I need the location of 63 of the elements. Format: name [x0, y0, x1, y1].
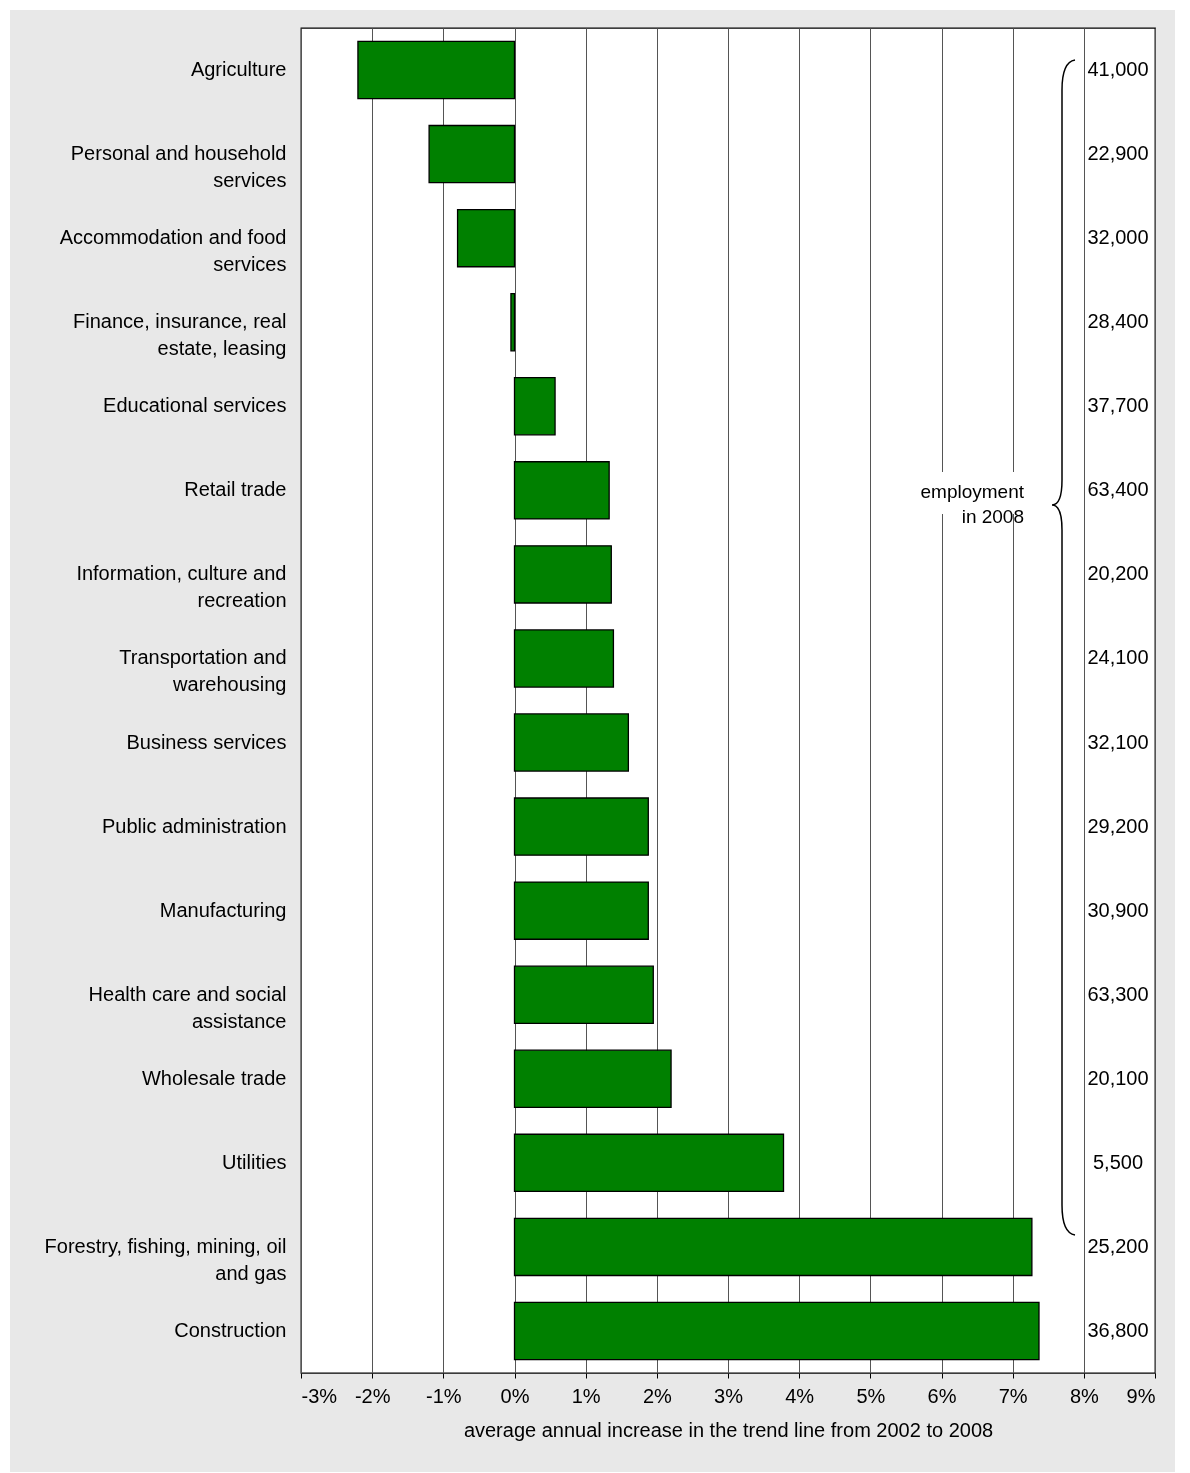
- bar: [510, 292, 516, 352]
- y-tick-label: Retail trade: [184, 478, 287, 501]
- annotation: 5,500: [1092, 1150, 1144, 1173]
- annotation: 36,800: [1087, 1318, 1149, 1341]
- y-tick-label: Personal and household services: [70, 142, 287, 192]
- y-tick-label: Public administration: [101, 814, 287, 837]
- bar: [513, 713, 630, 772]
- x-tick-label: 0%: [500, 1384, 530, 1407]
- bar: [513, 629, 615, 688]
- annotation: 22,900: [1087, 142, 1149, 165]
- x-tick-label: 1%: [571, 1384, 601, 1407]
- x-tick-label: 3%: [714, 1384, 744, 1407]
- annotation: employment in 2008: [920, 481, 1025, 527]
- bar: [513, 1049, 672, 1109]
- y-tick-label: Manufacturing: [159, 898, 287, 921]
- annotation: 32,000: [1087, 226, 1149, 249]
- bar: [513, 377, 556, 436]
- annotation: 20,200: [1087, 562, 1149, 585]
- x-tick-label: -2%: [354, 1384, 391, 1407]
- annotation: 20,100: [1087, 1066, 1149, 1089]
- annotation: 25,200: [1087, 1234, 1149, 1257]
- x-tick-label: -3%: [301, 1384, 338, 1407]
- annotation: 63,400: [1087, 478, 1149, 501]
- y-tick-label: Agriculture: [190, 58, 287, 81]
- x-tick-label: 4%: [785, 1384, 815, 1407]
- y-tick-label: Accommodation and food services: [59, 226, 287, 276]
- bar: [456, 208, 516, 268]
- y-tick-label: Information, culture and recreation: [76, 562, 287, 612]
- bar: [513, 1133, 785, 1193]
- annotation: 63,300: [1087, 982, 1149, 1005]
- bar: [357, 40, 516, 100]
- bar: [513, 545, 612, 604]
- x-tick-label: 9%: [1126, 1384, 1156, 1407]
- x-axis-title: average annual increase in the trend line from 2002 to 2008: [463, 1418, 994, 1441]
- bar: [513, 881, 649, 940]
- x-tick-label: 7%: [998, 1384, 1028, 1407]
- y-tick-label: Forestry, fishing, mining, oil and gas: [44, 1234, 287, 1284]
- y-tick-label: Construction: [174, 1318, 287, 1341]
- y-tick-label: Wholesale trade: [141, 1066, 287, 1089]
- y-tick-label: Utilities: [222, 1150, 287, 1173]
- bar: [513, 965, 654, 1024]
- x-tick-label: 8%: [1069, 1384, 1099, 1407]
- bar: [513, 1217, 1033, 1277]
- annotation: 28,400: [1087, 310, 1149, 333]
- annotation: 41,000: [1087, 58, 1149, 81]
- x-tick-label: 5%: [856, 1384, 886, 1407]
- y-tick-label: Finance, insurance, real estate, leasing: [73, 310, 287, 360]
- annotation: 30,900: [1087, 898, 1149, 921]
- annotation: 37,700: [1087, 394, 1149, 417]
- y-tick-label: Health care and social assistance: [88, 982, 287, 1032]
- x-tick-label: 2%: [642, 1384, 672, 1407]
- x-tick-label: -1%: [426, 1384, 462, 1407]
- annotation: 32,100: [1087, 730, 1149, 753]
- bar: [513, 1301, 1040, 1361]
- bar: [513, 797, 649, 856]
- y-tick-label: Educational services: [103, 394, 287, 417]
- x-tick-label: 6%: [927, 1384, 957, 1407]
- bar: [428, 124, 516, 184]
- annotation: 24,100: [1087, 646, 1149, 669]
- y-tick-label: Transportation and warehousing: [119, 646, 287, 696]
- bar: [513, 461, 610, 520]
- y-tick-label: Business services: [126, 730, 287, 753]
- annotation: 29,200: [1087, 814, 1149, 837]
